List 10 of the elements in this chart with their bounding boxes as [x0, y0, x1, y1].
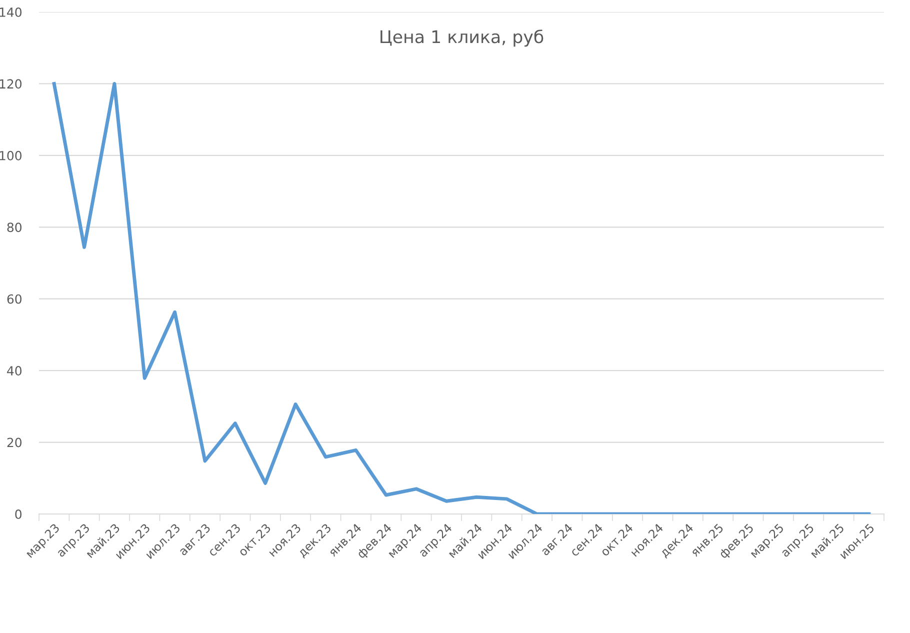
y-tick-label: 140 [0, 7, 22, 17]
y-tick-label: 20 [7, 438, 22, 448]
text: Цена 1 клика, руб [380, 30, 544, 47]
y-tick-label: 0 [15, 509, 22, 519]
y-tick-label: 120 [0, 79, 22, 89]
y-tick-label: 60 [7, 294, 22, 304]
line-series [52, 82, 871, 514]
y-tick-label: 100 [0, 150, 22, 160]
y-tick-label: 80 [7, 222, 22, 232]
y-tick-label: 40 [7, 366, 22, 376]
